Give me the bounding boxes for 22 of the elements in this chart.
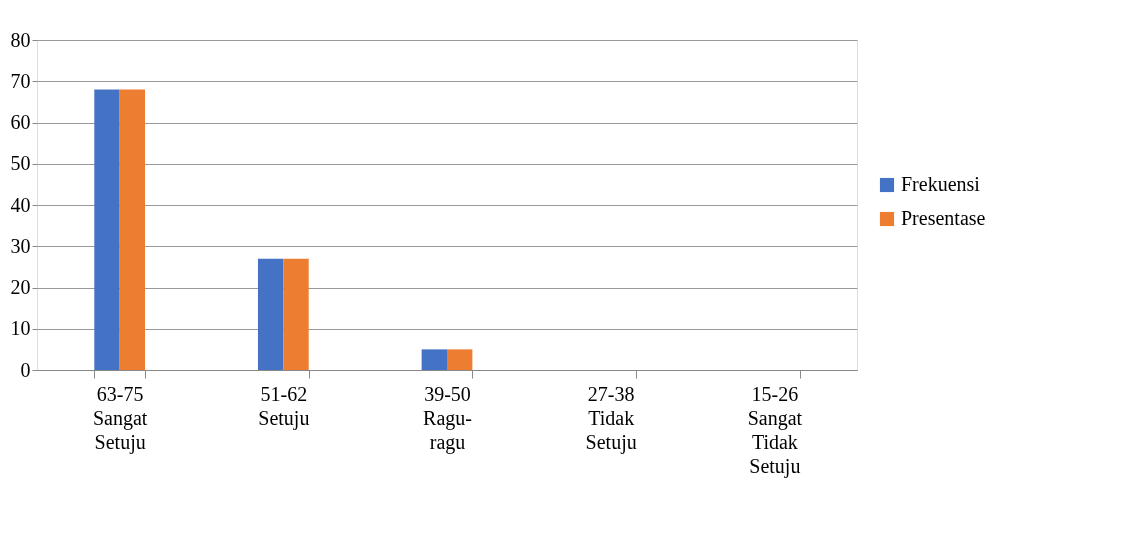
y-tick-label: 40 <box>10 193 31 216</box>
y-tick-label: 0 <box>20 358 31 381</box>
legend-label: Frekuensi <box>901 173 981 195</box>
bar <box>421 349 447 370</box>
x-tick-label: 63-75 Sangat Setuju <box>92 382 148 454</box>
x-tick-label: 27-38 Tidak Setuju <box>585 382 637 454</box>
y-tick-label: 50 <box>10 152 31 175</box>
y-tick-label: 60 <box>10 111 31 133</box>
bar <box>447 349 473 370</box>
bar <box>94 89 120 370</box>
legend-label: Presentase <box>901 207 986 229</box>
bar <box>119 89 146 370</box>
x-tick-label: 39-50 Ragu- ragu <box>423 382 472 454</box>
x-tick-label: 51-62 Setuju <box>258 382 310 430</box>
y-tick-label: 70 <box>10 69 31 92</box>
x-tick-label: 15-26 Sangat Tidak Setuju <box>747 382 803 478</box>
bar <box>257 258 284 370</box>
y-tick-label: 80 <box>10 28 31 51</box>
y-tick-label: 20 <box>10 276 31 298</box>
y-tick-label: 30 <box>10 234 31 257</box>
bar <box>283 258 309 370</box>
y-tick-label: 10 <box>10 317 31 340</box>
